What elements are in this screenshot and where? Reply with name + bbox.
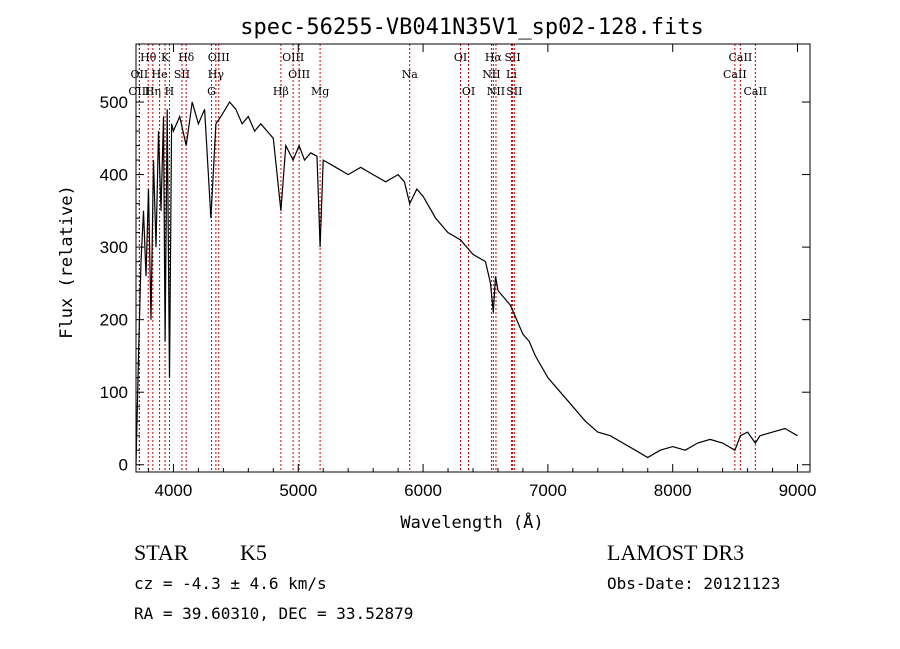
marker-label: He xyxy=(152,68,168,81)
marker-label: Hθ xyxy=(140,51,157,64)
x-tick-label: 6000 xyxy=(404,481,442,500)
marker-label: NII xyxy=(487,85,505,98)
marker-label: SII xyxy=(504,51,520,64)
marker-label: Li xyxy=(506,68,517,81)
x-tick-label: 8000 xyxy=(654,481,692,500)
plot-frame xyxy=(135,43,811,473)
spectrum-line xyxy=(135,100,798,465)
observation-date: Obs-Date: 20121123 xyxy=(607,574,781,593)
marker-label: OII xyxy=(131,68,149,81)
object-type: STAR xyxy=(134,540,189,565)
marker-label: OI xyxy=(462,85,475,98)
redshift-cz: cz = -4.3 ± 4.6 km/s xyxy=(134,574,327,593)
marker-label: OIII xyxy=(128,85,150,98)
marker-label: K xyxy=(161,51,170,64)
y-tick-label: 500 xyxy=(100,93,128,112)
marker-label: Hδ xyxy=(178,51,195,64)
marker-label: SII xyxy=(506,85,522,98)
y-tick-label: 200 xyxy=(100,311,128,330)
y-tick-label: 0 xyxy=(119,456,128,475)
marker-label: OI xyxy=(454,51,467,64)
marker-label: H xyxy=(165,85,175,98)
marker-label: G xyxy=(207,85,216,98)
x-tick-label: 7000 xyxy=(529,481,567,500)
x-tick-label: 4000 xyxy=(155,481,193,500)
marker-label: CaII xyxy=(729,51,753,64)
survey-name: LAMOST DR3 xyxy=(607,540,745,565)
y-tick-label: 100 xyxy=(100,383,128,402)
marker-label: Hγ xyxy=(208,68,225,81)
axis-ticks: 4000 5000 6000 7000 8000 9000 0 100 200 300 400 500 xyxy=(100,44,817,500)
marker-label: Mg xyxy=(311,85,329,98)
spectral-subclass: K5 xyxy=(240,540,267,565)
x-tick-label: 5000 xyxy=(279,481,317,500)
marker-label: OIII xyxy=(288,68,310,81)
marker-label: NII xyxy=(482,68,500,81)
y-axis-label: Flux (relative) xyxy=(57,185,77,339)
x-axis-label: Wavelength (Å) xyxy=(400,511,543,533)
marker-label: OIII xyxy=(208,51,230,64)
marker-label: Hα xyxy=(485,51,503,64)
chart-title: spec-56255-VB041N35V1_sp02-128.fits xyxy=(240,15,704,40)
marker-label: Hβ xyxy=(273,85,289,98)
x-tick-label: 9000 xyxy=(779,481,817,500)
marker-label: SII xyxy=(174,68,190,81)
marker-label: Hη xyxy=(145,85,161,98)
y-tick-label: 400 xyxy=(100,166,128,185)
marker-label: Na xyxy=(402,68,419,81)
marker-label: OIII xyxy=(282,51,304,64)
y-tick-label: 300 xyxy=(100,238,128,257)
coordinates: RA = 39.60310, DEC = 33.52879 xyxy=(134,604,414,623)
marker-label: CaII xyxy=(723,68,747,81)
marker-label: CaII xyxy=(743,85,767,98)
